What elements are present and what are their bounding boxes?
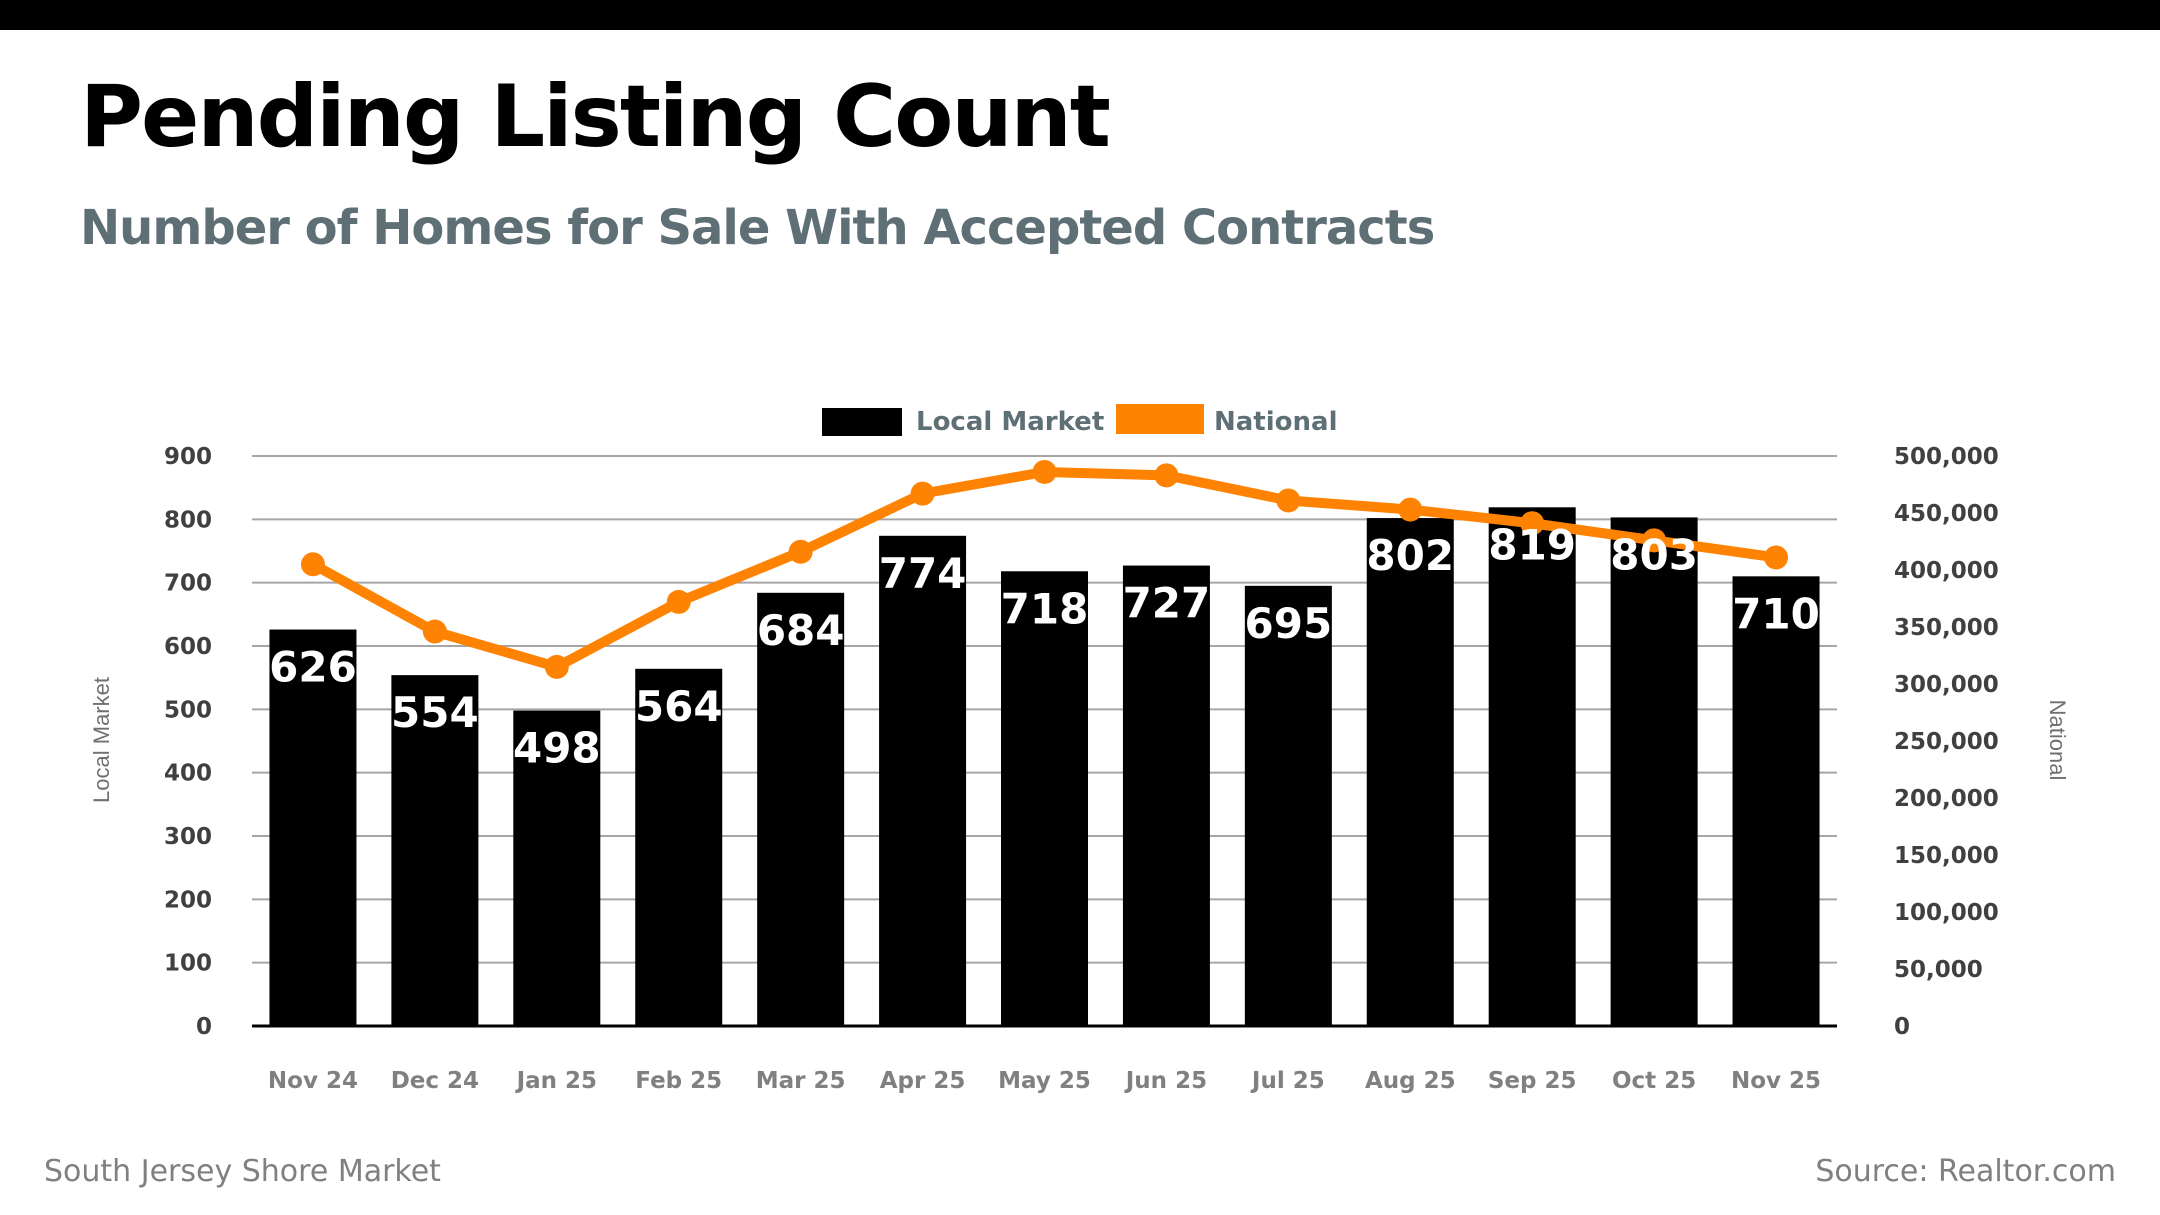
bar-data-label: 710 — [1732, 589, 1820, 638]
left-tick-label: 500 — [164, 697, 212, 723]
bar-data-label: 498 — [513, 724, 601, 773]
national-point — [666, 589, 691, 614]
right-tick-label: 200,000 — [1894, 786, 1999, 812]
national-point — [1276, 488, 1301, 513]
bar-data-label: 626 — [269, 643, 357, 692]
bar — [1122, 565, 1210, 1026]
national-point — [1398, 497, 1423, 522]
national-point — [1032, 459, 1057, 484]
left-tick-label: 400 — [164, 761, 212, 787]
bar — [391, 675, 479, 1026]
x-tick-label: Jul 25 — [1250, 1068, 1325, 1094]
x-tick-label: Apr 25 — [880, 1068, 966, 1094]
bar-data-label: 819 — [1488, 520, 1576, 569]
legend-label-local-market: Local Market — [916, 407, 1104, 437]
left-tick-label: 700 — [164, 571, 212, 597]
national-point — [1520, 511, 1545, 536]
left-axis-ticks: 0 100 200 300 400 500 600 700 800 900 — [164, 444, 212, 1040]
bar-data-label: 802 — [1366, 531, 1454, 580]
bar — [269, 629, 357, 1026]
left-tick-label: 900 — [164, 444, 212, 470]
bar — [1244, 585, 1332, 1026]
bar — [1732, 576, 1820, 1026]
national-point — [1642, 528, 1667, 553]
bar-data-label: 695 — [1245, 599, 1333, 648]
right-tick-label: 250,000 — [1894, 729, 1999, 755]
bars-local-market — [269, 507, 1820, 1026]
legend-swatch-local-market — [822, 408, 902, 436]
national-point — [910, 481, 935, 506]
national-point — [300, 552, 325, 577]
national-point — [1764, 545, 1789, 570]
bar — [635, 668, 723, 1026]
right-axis-title: National — [2045, 700, 2070, 781]
left-tick-label: 300 — [164, 824, 212, 850]
x-tick-label: Sep 25 — [1488, 1068, 1577, 1094]
right-tick-label: 100,000 — [1894, 900, 1999, 926]
right-tick-label: 400,000 — [1894, 558, 1999, 584]
bar — [1610, 517, 1698, 1026]
bar-data-label: 727 — [1123, 579, 1211, 628]
right-tick-label: 350,000 — [1894, 615, 1999, 641]
right-tick-label: 500,000 — [1894, 444, 1999, 470]
right-tick-label: 150,000 — [1894, 843, 1999, 869]
x-axis-ticks: Nov 24 Dec 24 Jan 25 Feb 25 Mar 25 Apr 25 May … — [268, 1068, 1821, 1094]
bar — [1366, 518, 1454, 1026]
x-tick-label: Nov 25 — [1731, 1068, 1821, 1094]
x-tick-label: Dec 24 — [391, 1068, 479, 1094]
bar-data-label: 774 — [879, 549, 967, 598]
source-credit: Source: Realtor.com — [1815, 1154, 2116, 1189]
legend: Local Market National — [822, 404, 1337, 437]
bar-data-label: 554 — [391, 688, 479, 737]
x-tick-label: Aug 25 — [1365, 1068, 1456, 1094]
page-subtitle: Number of Homes for Sale With Accepted C… — [80, 200, 1435, 256]
left-tick-label: 200 — [164, 887, 212, 913]
bar — [1488, 507, 1576, 1026]
national-point — [788, 539, 813, 564]
x-tick-label: Jun 25 — [1124, 1068, 1207, 1094]
market-name: South Jersey Shore Market — [44, 1154, 441, 1189]
bar — [757, 592, 845, 1026]
legend-swatch-national — [1116, 404, 1204, 434]
bar-data-label: 564 — [635, 682, 723, 731]
x-tick-label: Jan 25 — [515, 1068, 597, 1094]
x-tick-label: Oct 25 — [1612, 1068, 1696, 1094]
national-point — [422, 619, 447, 644]
bar — [1001, 571, 1088, 1026]
x-tick-label: Feb 25 — [635, 1068, 722, 1094]
page-title: Pending Listing Count — [80, 67, 1111, 167]
right-tick-label: 300,000 — [1894, 672, 1999, 698]
bar — [513, 710, 601, 1026]
top-bar — [0, 0, 2160, 30]
x-tick-label: May 25 — [998, 1068, 1091, 1094]
bar-data-labels: 626 554 498 564 684 774 718 727 695 802 819 803 710 — [269, 520, 1820, 772]
right-tick-label: 0 — [1894, 1014, 1910, 1040]
right-tick-label: 50,000 — [1894, 957, 1983, 983]
left-tick-label: 0 — [196, 1014, 212, 1040]
bar-data-label: 803 — [1610, 530, 1698, 579]
left-axis-title: Local Market — [89, 677, 114, 803]
x-tick-label: Nov 24 — [268, 1068, 358, 1094]
national-point — [544, 654, 569, 679]
national-point — [1154, 463, 1179, 488]
left-tick-label: 600 — [164, 634, 212, 660]
x-tick-label: Mar 25 — [756, 1068, 846, 1094]
line-national — [300, 459, 1789, 679]
right-axis-ticks: 0 50,000 100,000 150,000 200,000 250,000 300,0… — [1894, 444, 1999, 1040]
bar-data-label: 718 — [1001, 584, 1089, 633]
legend-label-national: National — [1214, 407, 1337, 437]
bar-data-label: 684 — [757, 606, 845, 655]
bar — [879, 535, 967, 1026]
left-tick-label: 800 — [164, 507, 212, 533]
left-tick-label: 100 — [164, 951, 212, 977]
right-tick-label: 450,000 — [1894, 501, 1999, 527]
